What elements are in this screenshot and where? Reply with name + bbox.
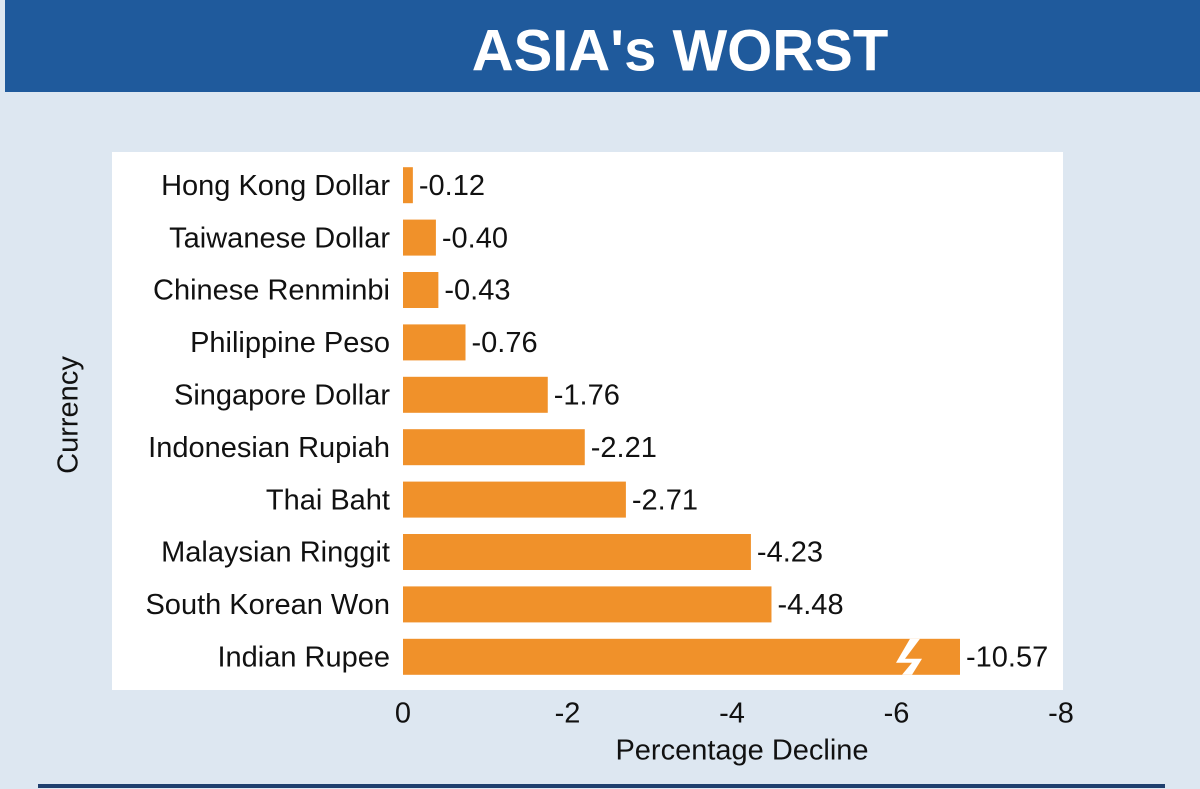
bar <box>403 167 413 204</box>
value-label: -2.21 <box>591 432 657 464</box>
y-tick-label: Malaysian Ringgit <box>161 537 390 569</box>
bar <box>403 534 751 570</box>
y-tick-label: Chinese Renminbi <box>153 275 390 307</box>
bar <box>403 272 439 308</box>
value-label: -0.40 <box>442 222 508 254</box>
y-tick-label: Hong Kong Dollar <box>161 170 390 202</box>
bar <box>403 481 626 518</box>
x-tick-label: -6 <box>884 698 910 730</box>
value-label: -4.48 <box>777 589 843 621</box>
value-label: -0.43 <box>444 275 510 307</box>
axis-break <box>896 638 922 675</box>
bar <box>403 324 466 361</box>
x-tick-label: -4 <box>719 698 745 730</box>
value-label: -4.23 <box>757 537 823 569</box>
x-tick-label: -8 <box>1048 698 1074 730</box>
bar <box>403 586 772 623</box>
x-axis-label: Percentage Decline <box>615 735 868 767</box>
value-label: -1.76 <box>554 379 620 411</box>
y-axis-label: Currency <box>53 356 85 474</box>
value-label: -10.57 <box>966 641 1048 673</box>
value-label: -2.71 <box>632 484 698 516</box>
y-tick-label: Philippine Peso <box>190 327 390 359</box>
y-tick-label: Taiwanese Dollar <box>169 222 390 254</box>
y-tick-label: Indian Rupee <box>217 641 390 673</box>
bar <box>403 638 960 675</box>
bar <box>403 429 585 466</box>
y-tick-label: South Korean Won <box>145 589 390 621</box>
y-tick-label: Thai Baht <box>266 484 390 516</box>
x-tick-label: 0 <box>395 698 411 730</box>
bar <box>403 219 436 256</box>
chart-title: ASIA's WORST <box>472 18 889 83</box>
y-tick-label: Singapore Dollar <box>174 379 390 411</box>
y-tick-label: Indonesian Rupiah <box>148 432 390 464</box>
value-label: -0.12 <box>419 170 485 202</box>
x-tick-label: -2 <box>555 698 581 730</box>
bar <box>403 376 548 413</box>
value-label: -0.76 <box>472 327 538 359</box>
header-band <box>5 0 1200 92</box>
